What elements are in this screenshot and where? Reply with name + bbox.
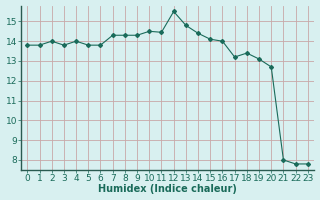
X-axis label: Humidex (Indice chaleur): Humidex (Indice chaleur) xyxy=(98,184,237,194)
